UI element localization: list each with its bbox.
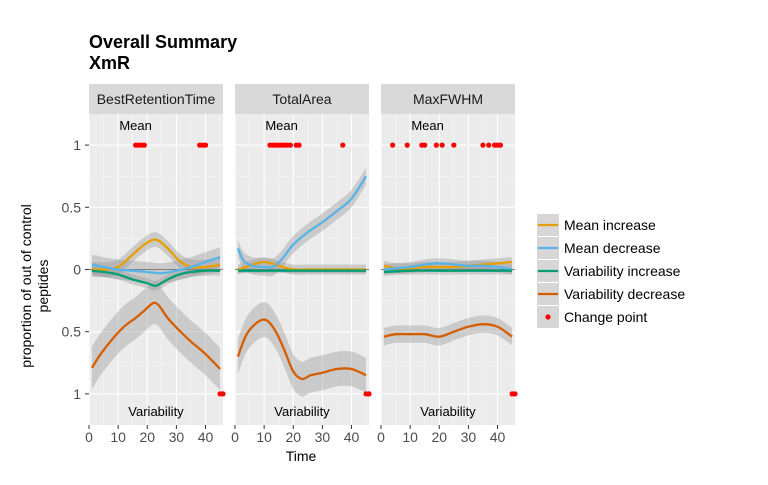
annotation-mean: Mean bbox=[411, 118, 444, 133]
facet-strip-label: MaxFWHM bbox=[413, 91, 483, 107]
x-tick-label: 30 bbox=[461, 429, 477, 445]
y-tick-label: 0 bbox=[73, 262, 81, 278]
legend-item-change-point: Change point bbox=[537, 306, 647, 328]
x-tick-label: 30 bbox=[169, 429, 185, 445]
x-tick-label: 0 bbox=[377, 429, 385, 445]
legend-item-mean-decrease: Mean decrease bbox=[537, 237, 661, 259]
x-tick-label: 40 bbox=[490, 429, 506, 445]
series-line-mean-decrease bbox=[91, 256, 221, 275]
change-point-mean bbox=[480, 142, 486, 148]
confidence-band-variability-decrease bbox=[383, 315, 513, 346]
x-tick-label: 10 bbox=[110, 429, 126, 445]
y-axis-title-line1: proportion of out of control bbox=[18, 204, 34, 367]
facet-strip-label: BestRetentionTime bbox=[97, 91, 216, 107]
annotation-variability: Variability bbox=[420, 404, 476, 419]
x-tick-label: 0 bbox=[231, 429, 239, 445]
change-point-mean bbox=[390, 142, 396, 148]
change-point-mean bbox=[340, 142, 346, 148]
facet-strip bbox=[381, 84, 515, 114]
facet-strip bbox=[235, 84, 369, 114]
legend-label: Mean increase bbox=[564, 217, 656, 233]
series-line-mean-decrease bbox=[236, 175, 368, 269]
series-line-variability-decrease bbox=[90, 301, 221, 370]
y-axis-title-line2: peptides bbox=[35, 260, 51, 313]
change-point-variability bbox=[366, 391, 372, 397]
x-axis: 0 10 20 30 40 0 10 20 30 40 0 10 20 30 40 bbox=[85, 425, 506, 445]
x-tick-label: 0 bbox=[85, 429, 93, 445]
x-tick-label: 20 bbox=[431, 429, 447, 445]
change-point-variability bbox=[220, 391, 226, 397]
x-tick-label: 30 bbox=[315, 429, 331, 445]
legend-label: Variability decrease bbox=[564, 286, 685, 302]
series-line-variability-increase bbox=[91, 269, 221, 287]
facet-panels: BestRetentionTimeMeanVariabilityTotalAre… bbox=[88, 84, 518, 425]
panel-maxfwhm: MaxFWHM Mean Variability bbox=[380, 84, 518, 425]
x-tick-label: 40 bbox=[344, 429, 360, 445]
legend-label: Mean decrease bbox=[564, 240, 661, 256]
x-tick-label: 20 bbox=[139, 429, 155, 445]
change-point-mean bbox=[202, 142, 209, 148]
annotation-variability: Variability bbox=[274, 404, 330, 419]
change-point-mean bbox=[451, 142, 457, 148]
change-point-variability bbox=[512, 391, 518, 397]
series-line-variability-decrease bbox=[383, 323, 513, 338]
annotation-mean: Mean bbox=[265, 118, 298, 133]
y-tick-label: 0.5 bbox=[62, 199, 82, 215]
x-tick-label: 40 bbox=[198, 429, 214, 445]
chart-subtitle: XmR bbox=[89, 53, 130, 73]
y-axis-title-group: proportion of out of control peptides bbox=[18, 204, 51, 367]
panel-totalarea: TotalArea Mean Variability bbox=[234, 84, 372, 425]
x-axis-title: Time bbox=[286, 448, 317, 464]
confidence-band-variability-decrease bbox=[237, 302, 367, 397]
change-point-mean bbox=[486, 142, 492, 148]
annotation-mean: Mean bbox=[119, 118, 152, 133]
legend-item-variability-increase: Variability increase bbox=[537, 260, 681, 282]
legend-label: Change point bbox=[564, 309, 647, 325]
legend-point bbox=[545, 314, 551, 320]
confidence-band-variability-decrease bbox=[91, 281, 221, 391]
y-axis: 1 0.5 0 0.5 1 bbox=[62, 137, 89, 402]
y-tick-label: 0.5 bbox=[62, 324, 82, 340]
change-point-mean bbox=[433, 142, 439, 148]
change-point-mean bbox=[439, 142, 445, 148]
x-tick-label: 10 bbox=[402, 429, 418, 445]
confidence-band-mean-decrease bbox=[91, 247, 221, 284]
legend-label: Variability increase bbox=[564, 263, 681, 279]
change-point-mean bbox=[404, 142, 410, 148]
series-line-mean-decrease bbox=[383, 262, 513, 271]
change-point-mean bbox=[296, 142, 302, 148]
x-tick-label: 10 bbox=[256, 429, 272, 445]
y-tick-label: 1 bbox=[73, 386, 81, 402]
series-line-variability-increase bbox=[383, 269, 513, 274]
facet-strip-label: TotalArea bbox=[272, 91, 331, 107]
x-tick-label: 20 bbox=[285, 429, 301, 445]
change-point-mean bbox=[497, 142, 504, 148]
annotation-variability: Variability bbox=[128, 404, 184, 419]
change-point-mean bbox=[287, 142, 293, 148]
legend-item-variability-decrease: Variability decrease bbox=[537, 283, 685, 305]
legend-item-mean-increase: Mean increase bbox=[537, 214, 656, 236]
change-point-mean bbox=[422, 142, 428, 148]
y-tick-label: 1 bbox=[73, 137, 81, 153]
change-point-mean bbox=[141, 142, 147, 148]
series-line-variability-decrease bbox=[236, 318, 367, 381]
chart-title: Overall Summary bbox=[89, 32, 237, 52]
panel-bestretentiontime: BestRetentionTime Mean Variability bbox=[88, 84, 226, 425]
facet-strip bbox=[89, 84, 223, 114]
legend: Mean increase Mean decrease Variability in… bbox=[537, 214, 685, 328]
